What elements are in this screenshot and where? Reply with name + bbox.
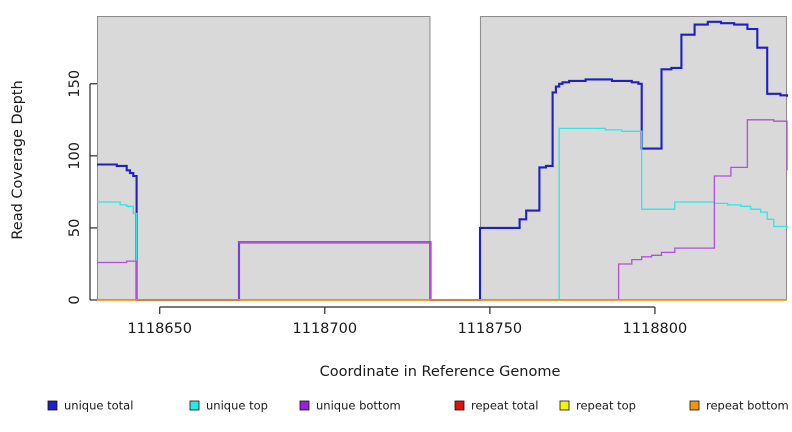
y-tick-label: 100 bbox=[67, 142, 83, 170]
x-axis-title: Coordinate in Reference Genome bbox=[320, 364, 561, 380]
x-tick-label: 1118800 bbox=[623, 321, 688, 337]
axes-group bbox=[89, 83, 656, 314]
y-tick-label: 50 bbox=[67, 219, 83, 237]
x-tick-label: 1118700 bbox=[293, 321, 358, 337]
legend-swatch-repeat-bottom bbox=[689, 400, 700, 411]
y-tick-label: 0 bbox=[67, 295, 83, 304]
plot-panel-background bbox=[97, 16, 787, 300]
legend-label-unique-bottom: unique bottom bbox=[316, 399, 401, 413]
x-tick-label: 1118750 bbox=[458, 321, 523, 337]
y-axis-title: Read Coverage Depth bbox=[10, 80, 26, 239]
tick-labels-group: 0 50 100 150 1118650 1118700 1118750 1118800 bbox=[67, 70, 687, 337]
legend-swatch-unique-bottom bbox=[299, 400, 310, 411]
legend-swatch-unique-total bbox=[47, 400, 58, 411]
y-tick-label: 150 bbox=[67, 70, 83, 98]
x-tick-label: 1118650 bbox=[127, 321, 192, 337]
legend-swatch-repeat-total bbox=[454, 400, 465, 411]
legend-label-repeat-top: repeat top bbox=[576, 399, 636, 413]
legend-label-unique-total: unique total bbox=[64, 399, 133, 413]
legend-label-unique-top: unique top bbox=[206, 399, 268, 413]
legend-swatch-repeat-top bbox=[559, 400, 570, 411]
series-unique-top bbox=[97, 127, 788, 301]
chart-legend: unique total unique top unique bottom repea… bbox=[47, 399, 789, 413]
series-group bbox=[97, 20, 789, 302]
legend-label-repeat-bottom: repeat bottom bbox=[706, 399, 789, 413]
legend-label-repeat-total: repeat total bbox=[471, 399, 538, 413]
legend-swatch-unique-top bbox=[189, 400, 200, 411]
